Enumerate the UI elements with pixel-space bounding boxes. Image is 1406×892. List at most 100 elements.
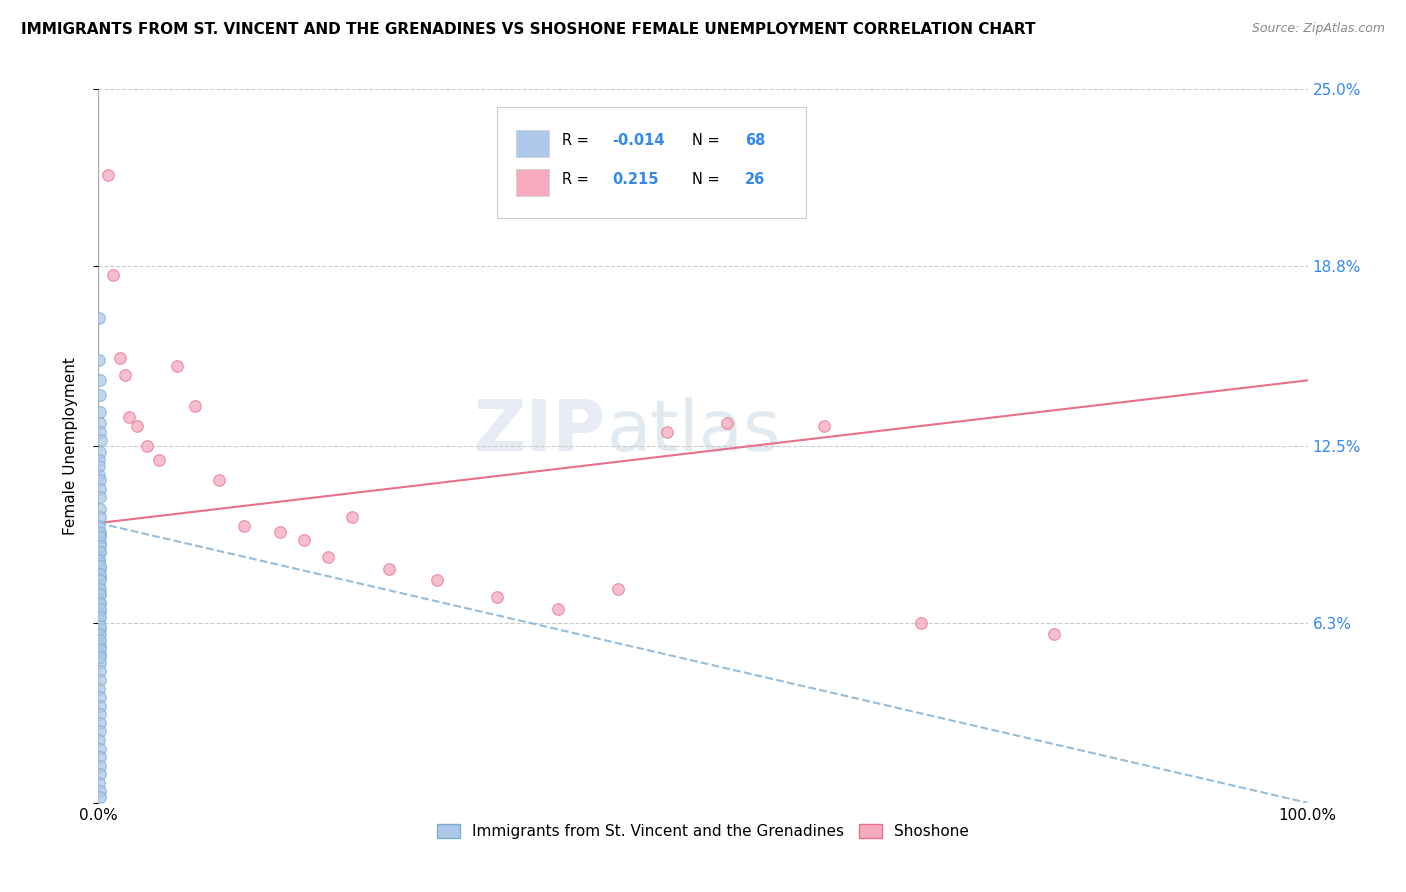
Point: [89, 784, 111, 798]
Point: [135, 439, 157, 453]
Point: [89, 353, 111, 368]
Point: [89, 741, 111, 756]
Point: [89, 544, 111, 558]
Y-axis label: Female Unemployment: Female Unemployment: [63, 357, 77, 535]
Point: [89, 553, 111, 567]
Point: [89, 501, 111, 516]
Point: [89, 605, 111, 619]
Point: [89, 573, 111, 587]
Point: [89, 536, 111, 550]
Point: [377, 562, 399, 576]
Point: [89, 544, 111, 558]
Point: [89, 619, 111, 633]
Point: [87, 310, 110, 325]
Text: 26: 26: [745, 172, 766, 187]
Point: [232, 519, 254, 533]
Point: [184, 399, 207, 413]
Point: [90, 434, 112, 448]
Point: [89, 690, 111, 705]
Point: [89, 491, 111, 505]
Point: [89, 758, 111, 772]
Text: N =: N =: [692, 172, 720, 187]
Point: [1042, 627, 1064, 641]
Point: [101, 268, 124, 282]
Point: [89, 558, 111, 573]
Point: [166, 359, 188, 373]
Point: [89, 416, 111, 430]
Text: atlas: atlas: [606, 397, 780, 467]
Point: [89, 767, 111, 781]
Point: [87, 579, 110, 593]
Point: [89, 627, 111, 641]
Point: [89, 601, 111, 615]
Point: [118, 410, 141, 425]
Point: [89, 444, 111, 458]
Point: [89, 387, 111, 401]
Point: [87, 630, 110, 644]
Point: [89, 587, 111, 601]
Point: [89, 733, 111, 747]
Point: [813, 419, 835, 434]
Point: [89, 539, 111, 553]
Point: [89, 641, 111, 656]
Point: [89, 473, 111, 487]
Point: [108, 351, 131, 365]
Point: [910, 615, 932, 630]
Point: [89, 707, 111, 722]
Point: [89, 519, 111, 533]
Point: [89, 527, 111, 541]
Point: [607, 582, 630, 596]
Point: [89, 622, 111, 636]
Point: [89, 650, 111, 665]
Point: [426, 573, 449, 587]
Point: [89, 610, 111, 624]
Point: [89, 467, 111, 482]
Point: [87, 458, 110, 473]
Point: [89, 776, 111, 790]
Point: [89, 673, 111, 687]
Point: [89, 715, 111, 730]
FancyBboxPatch shape: [516, 130, 550, 157]
Point: [89, 596, 111, 610]
Point: [89, 562, 111, 576]
Point: [148, 453, 170, 467]
Point: [89, 453, 111, 467]
Point: [89, 567, 111, 582]
Point: [208, 473, 231, 487]
Point: [89, 425, 111, 439]
Point: [89, 656, 111, 670]
Text: R =: R =: [561, 133, 588, 148]
Point: [89, 724, 111, 739]
Text: R =: R =: [561, 172, 588, 187]
Point: [89, 570, 111, 584]
Point: [89, 639, 111, 653]
Point: [89, 587, 111, 601]
Point: [269, 524, 291, 539]
Point: [486, 591, 509, 605]
Point: [89, 582, 111, 596]
Point: [89, 510, 111, 524]
Point: [89, 596, 111, 610]
Point: [716, 416, 738, 430]
Point: [547, 601, 569, 615]
Point: [89, 524, 111, 539]
Point: [655, 425, 678, 439]
Point: [114, 368, 136, 382]
Point: [292, 533, 315, 548]
Point: [89, 648, 111, 662]
FancyBboxPatch shape: [498, 107, 806, 218]
Point: [342, 510, 364, 524]
Text: N =: N =: [692, 133, 720, 148]
Point: [89, 530, 111, 544]
Point: [87, 553, 110, 567]
Point: [89, 790, 111, 805]
Text: 68: 68: [745, 133, 766, 148]
Point: [89, 665, 111, 679]
Point: [89, 698, 111, 713]
Text: IMMIGRANTS FROM ST. VINCENT AND THE GRENADINES VS SHOSHONE FEMALE UNEMPLOYMENT C: IMMIGRANTS FROM ST. VINCENT AND THE GREN…: [21, 22, 1036, 37]
Point: [89, 750, 111, 764]
Point: [89, 482, 111, 496]
Point: [89, 681, 111, 696]
Text: -0.014: -0.014: [613, 133, 665, 148]
Point: [89, 633, 111, 648]
